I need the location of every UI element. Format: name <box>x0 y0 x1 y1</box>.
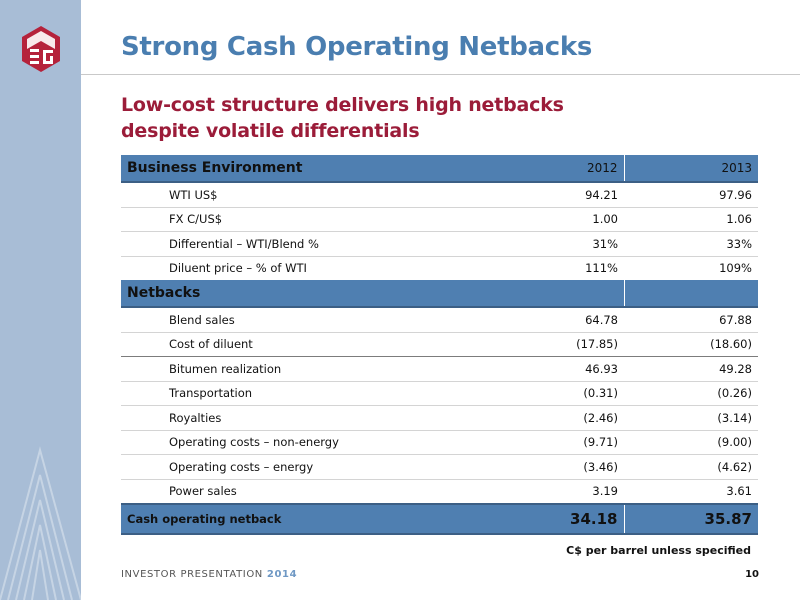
value-2013: 97.96 <box>624 182 758 208</box>
row-label: Blend sales <box>121 307 490 333</box>
row-label: Royalties <box>121 405 490 431</box>
slide-title: Strong Cash Operating Netbacks <box>121 32 593 62</box>
total-row-cash-operating-netback: Cash operating netback 34.18 35.87 <box>121 503 758 535</box>
value-2012: 64.78 <box>490 307 624 333</box>
row-label: Differential – WTI/Blend % <box>121 231 490 257</box>
value-2013: 3.61 <box>726 484 752 499</box>
row-label: Bitumen realization <box>121 356 490 382</box>
value-2013: (0.26) <box>624 381 758 406</box>
table-row: FX C/US$ 1.00 1.06 <box>121 207 758 232</box>
total-label: Cash operating netback <box>121 503 490 535</box>
table-row: WTI US$ 94.21 97.96 <box>121 182 758 208</box>
value-2012: (9.71) <box>490 430 624 455</box>
value-2012: 94.21 <box>490 182 624 208</box>
footer-text: INVESTOR PRESENTATION <box>121 569 263 580</box>
section-header-netbacks: Netbacks <box>121 280 758 308</box>
value-2012: (2.46) <box>490 405 624 431</box>
table-row: Power sales 3.19 3.61 <box>121 479 758 504</box>
table-row: Diluent price – % of WTI 111% 109% <box>121 256 758 280</box>
table-row: Royalties (2.46) (3.14) <box>121 405 758 431</box>
value-2012: 1.00 <box>490 207 624 232</box>
footer-year: 2014 <box>266 569 298 580</box>
page-number: 10 <box>745 569 759 580</box>
row-label: FX C/US$ <box>121 207 490 232</box>
sidebar-decoration <box>0 446 81 600</box>
value-2013: 33% <box>624 231 758 257</box>
table-row: Differential – WTI/Blend % 31% 33% <box>121 231 758 257</box>
value-2013: 109% <box>719 261 752 276</box>
value-2013: 67.88 <box>624 307 758 333</box>
value-2012: (17.85) <box>490 332 624 357</box>
value-2012: (0.31) <box>490 381 624 406</box>
row-label: Power sales <box>169 484 237 499</box>
row-label: Operating costs – non-energy <box>121 430 490 455</box>
value-2012: 3.19 <box>592 484 618 499</box>
table-row: Operating costs – non-energy (9.71) (9.0… <box>121 430 758 455</box>
footer-label: INVESTOR PRESENTATION 2014 <box>121 569 297 580</box>
table-row: Operating costs – energy (3.46) (4.62) <box>121 454 758 480</box>
row-label: Diluent price – % of WTI <box>169 261 307 276</box>
empty-header-cell <box>490 280 625 308</box>
table-row: Transportation (0.31) (0.26) <box>121 381 758 406</box>
row-label: WTI US$ <box>121 182 490 208</box>
value-2013: 49.28 <box>624 356 758 382</box>
total-value-2012: 34.18 <box>490 503 625 535</box>
row-label: Operating costs – energy <box>121 454 490 480</box>
section-header-business-environment: Business Environment 2012 2013 <box>121 155 758 183</box>
table-row: Blend sales 64.78 67.88 <box>121 307 758 333</box>
netbacks-table: Business Environment 2012 2013 WTI US$ 9… <box>121 155 758 535</box>
subtitle-line-2: despite volatile differentials <box>121 120 420 142</box>
value-2013: 1.06 <box>624 207 758 232</box>
section-label: Netbacks <box>121 280 490 308</box>
table-row: Bitumen realization 46.93 49.28 <box>121 356 758 382</box>
value-2012: 46.93 <box>490 356 624 382</box>
row-label: Cost of diluent <box>121 332 490 357</box>
value-2013: (18.60) <box>624 332 758 357</box>
column-header-2012: 2012 <box>490 155 625 183</box>
value-2012: 31% <box>490 231 624 257</box>
title-divider <box>81 74 800 75</box>
value-2013: (3.14) <box>624 405 758 431</box>
slide-subtitle: Low-cost structure delivers high netback… <box>121 92 564 144</box>
company-logo <box>22 26 60 72</box>
value-2013: (4.62) <box>624 454 758 480</box>
subtitle-line-1: Low-cost structure delivers high netback… <box>121 94 564 116</box>
empty-header-cell <box>624 280 758 308</box>
row-label: Transportation <box>121 381 490 406</box>
table-row: Cost of diluent (17.85) (18.60) <box>121 332 758 357</box>
column-header-2013: 2013 <box>624 155 758 183</box>
total-value-2013: 35.87 <box>624 503 758 535</box>
left-sidebar <box>0 0 81 600</box>
section-label: Business Environment <box>121 155 490 183</box>
units-note: C$ per barrel unless specified <box>566 544 751 557</box>
value-2013: (9.00) <box>624 430 758 455</box>
value-2012: (3.46) <box>490 454 624 480</box>
value-2012: 111% <box>585 261 618 276</box>
